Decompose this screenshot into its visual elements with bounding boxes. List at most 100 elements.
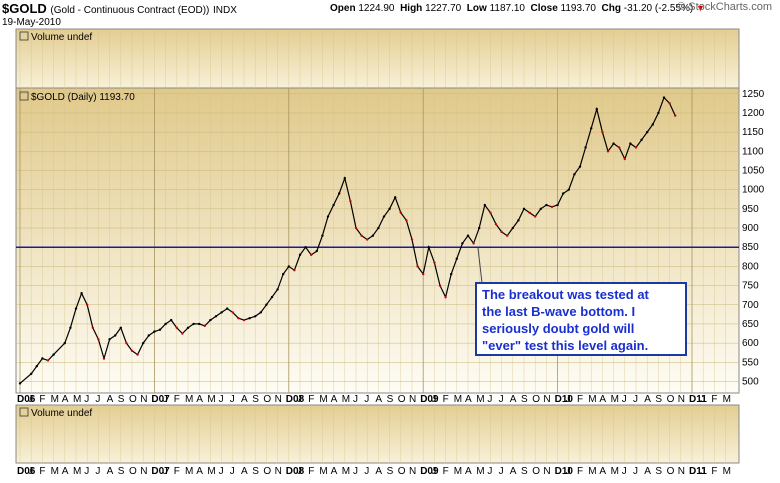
x-tick-label: J bbox=[28, 466, 33, 477]
price-point bbox=[573, 173, 576, 176]
annotation-line: the last B-wave bottom. I bbox=[482, 304, 636, 319]
annotation-line: seriously doubt gold will bbox=[482, 321, 635, 336]
y-tick-label: 1200 bbox=[742, 108, 765, 119]
price-point bbox=[461, 242, 464, 245]
x-tick-label: O bbox=[398, 394, 406, 405]
price-point bbox=[410, 238, 414, 241]
price-point bbox=[444, 295, 447, 299]
volume-icon bbox=[19, 407, 29, 417]
x-tick-label: A bbox=[241, 466, 248, 477]
price-point bbox=[494, 222, 498, 226]
chg-value: -31.20 (-2.55%) bbox=[623, 3, 694, 14]
close-value: 1193.70 bbox=[560, 3, 596, 14]
x-tick-label: M bbox=[454, 394, 462, 405]
x-tick-label: M bbox=[342, 394, 350, 405]
x-tick-label: S bbox=[655, 394, 662, 405]
x-tick-label: O bbox=[129, 466, 137, 477]
x-tick-label: M bbox=[611, 466, 619, 477]
price-point bbox=[366, 238, 369, 241]
x-tick-label: M bbox=[476, 466, 484, 477]
x-tick-label: M bbox=[454, 466, 462, 477]
annotation-pointer bbox=[477, 247, 483, 284]
price-point bbox=[338, 192, 341, 195]
annotation-box: The breakout was tested at the last B-wa… bbox=[475, 282, 687, 356]
x-tick-label: J bbox=[431, 394, 436, 405]
x-tick-label: J bbox=[95, 466, 100, 477]
y-tick-label: 750 bbox=[742, 281, 759, 292]
x-tick-label: A bbox=[107, 394, 114, 405]
y-tick-label: 600 bbox=[742, 338, 759, 349]
x-tick-label: N bbox=[543, 394, 550, 405]
price-point bbox=[399, 211, 402, 214]
price-point bbox=[332, 203, 335, 207]
price-point bbox=[52, 353, 55, 356]
price-point bbox=[629, 142, 632, 145]
x-tick-label: A bbox=[62, 394, 69, 405]
x-tick-label: M bbox=[723, 394, 731, 405]
price-point bbox=[181, 332, 184, 335]
low-label: Low bbox=[466, 3, 487, 14]
price-point bbox=[394, 196, 397, 199]
x-tick-label: M bbox=[588, 394, 596, 405]
y-tick-label: 1000 bbox=[742, 185, 765, 196]
price-point bbox=[382, 215, 386, 218]
x-tick-label: D06 bbox=[17, 394, 36, 405]
x-tick-label: M bbox=[723, 466, 731, 477]
price-point bbox=[349, 199, 352, 203]
x-tick-label: A bbox=[196, 394, 203, 405]
price-point bbox=[91, 326, 95, 329]
x-tick-label: J bbox=[700, 394, 705, 405]
price-point bbox=[634, 146, 638, 149]
price-point bbox=[326, 215, 330, 218]
x-tick-label: J bbox=[633, 394, 638, 405]
x-tick-label: F bbox=[308, 394, 314, 405]
price-point bbox=[489, 211, 492, 214]
x-tick-label: N bbox=[275, 466, 282, 477]
x-tick-label: M bbox=[73, 394, 81, 405]
x-tick-label: D08 bbox=[286, 394, 305, 405]
x-tick-label: F bbox=[39, 394, 45, 405]
x-tick-label: A bbox=[375, 466, 382, 477]
x-tick-label: D10 bbox=[555, 466, 574, 477]
price-point bbox=[433, 261, 436, 264]
date-label: 19-May-2010 bbox=[2, 17, 61, 28]
price-point bbox=[186, 326, 190, 329]
x-tick-label: D07 bbox=[151, 466, 170, 477]
price-point bbox=[321, 234, 324, 237]
x-tick-label: F bbox=[308, 466, 314, 477]
x-tick-label: A bbox=[599, 466, 606, 477]
top-volume-label: Volume undef bbox=[31, 32, 92, 43]
price-point bbox=[74, 307, 78, 310]
price-point bbox=[147, 334, 150, 337]
price-point bbox=[438, 284, 442, 287]
x-tick-label: J bbox=[219, 394, 224, 405]
x-tick-label: J bbox=[364, 394, 369, 405]
x-tick-label: A bbox=[331, 466, 338, 477]
x-tick-label: J bbox=[499, 466, 504, 477]
price-point bbox=[388, 207, 391, 211]
chg-label: Chg bbox=[601, 3, 621, 14]
x-tick-label: M bbox=[342, 466, 350, 477]
price-point bbox=[198, 322, 201, 326]
x-tick-label: M bbox=[611, 394, 619, 405]
price-point bbox=[102, 357, 106, 360]
x-tick-label: J bbox=[633, 466, 638, 477]
price-point bbox=[427, 246, 430, 249]
open-value: 1224.90 bbox=[358, 3, 395, 14]
price-point bbox=[80, 292, 83, 295]
x-tick-label: J bbox=[622, 466, 627, 477]
x-tick-label: F bbox=[443, 394, 449, 405]
price-point bbox=[282, 272, 285, 276]
price-point bbox=[231, 311, 234, 314]
x-tick-label: A bbox=[510, 394, 517, 405]
price-point bbox=[595, 107, 598, 111]
x-tick-label: F bbox=[711, 394, 717, 405]
price-point bbox=[618, 146, 621, 149]
x-tick-label: J bbox=[163, 394, 168, 405]
price-point bbox=[226, 307, 229, 310]
price-point bbox=[315, 249, 318, 253]
price-point bbox=[343, 176, 346, 180]
x-tick-label: A bbox=[599, 394, 606, 405]
y-tick-label: 1050 bbox=[742, 165, 765, 176]
